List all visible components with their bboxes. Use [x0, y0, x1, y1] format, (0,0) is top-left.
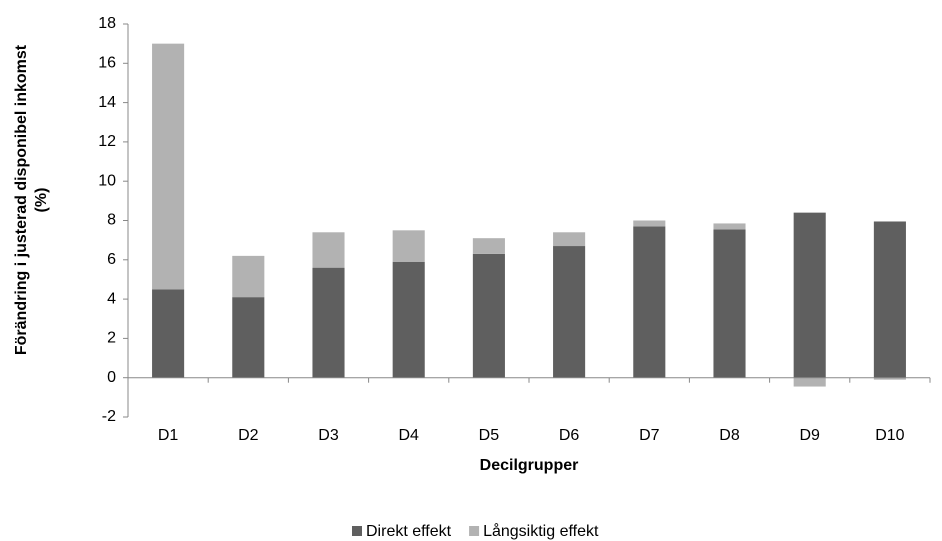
y-tick-label: 4 — [107, 290, 116, 307]
legend-label: Långsiktig effekt — [483, 522, 599, 540]
bar-segment — [472, 253, 505, 378]
y-tick-label: 12 — [98, 133, 116, 150]
bar-segment — [392, 261, 425, 378]
legend-swatch — [469, 526, 480, 536]
y-tick-label: 8 — [107, 212, 116, 229]
bar-segment — [152, 289, 185, 378]
x-tick-label: D7 — [639, 427, 660, 444]
bar-segment — [232, 255, 265, 298]
y-axis-title: (%) — [33, 188, 50, 213]
bar-segment — [873, 377, 906, 380]
bar-segment — [713, 229, 746, 378]
y-tick-label: 2 — [107, 330, 116, 347]
bar-segment — [312, 232, 345, 268]
bar-segment — [553, 246, 586, 378]
x-tick-label: D8 — [719, 427, 740, 444]
x-tick-label: D9 — [799, 427, 820, 444]
bar-segment — [232, 297, 265, 378]
bar-segment — [873, 221, 906, 378]
y-tick-label: 16 — [98, 55, 116, 72]
bar-segment — [713, 223, 746, 230]
y-tick-label: 0 — [107, 369, 116, 386]
x-axis-title: Decilgrupper — [480, 457, 579, 474]
x-tick-label: D6 — [559, 427, 580, 444]
bar-segment — [312, 267, 345, 378]
bar-segment — [472, 238, 505, 254]
bar-segment — [152, 43, 185, 290]
legend-label: Direkt effekt — [366, 523, 452, 540]
y-tick-label: 14 — [98, 94, 116, 111]
x-tick-label: D10 — [875, 427, 904, 444]
x-tick-label: D3 — [318, 427, 339, 444]
y-axis-title: Förändring i justerad disponibel inkomst — [13, 44, 30, 355]
y-tick-label: 6 — [107, 251, 116, 268]
bar-segment — [793, 212, 826, 378]
x-tick-label: D1 — [158, 427, 179, 444]
bar-segment — [553, 232, 586, 247]
bar-segment — [633, 220, 666, 227]
bar-segment — [633, 226, 666, 378]
y-tick-label: -2 — [102, 408, 116, 425]
y-tick-label: 18 — [98, 15, 116, 32]
legend-swatch — [352, 526, 362, 536]
bar-segment — [793, 377, 826, 387]
x-tick-label: D5 — [479, 427, 500, 444]
y-tick-label: 10 — [98, 172, 116, 189]
x-tick-label: D2 — [238, 427, 259, 444]
bar-segment — [392, 230, 425, 262]
x-tick-label: D4 — [398, 427, 419, 444]
